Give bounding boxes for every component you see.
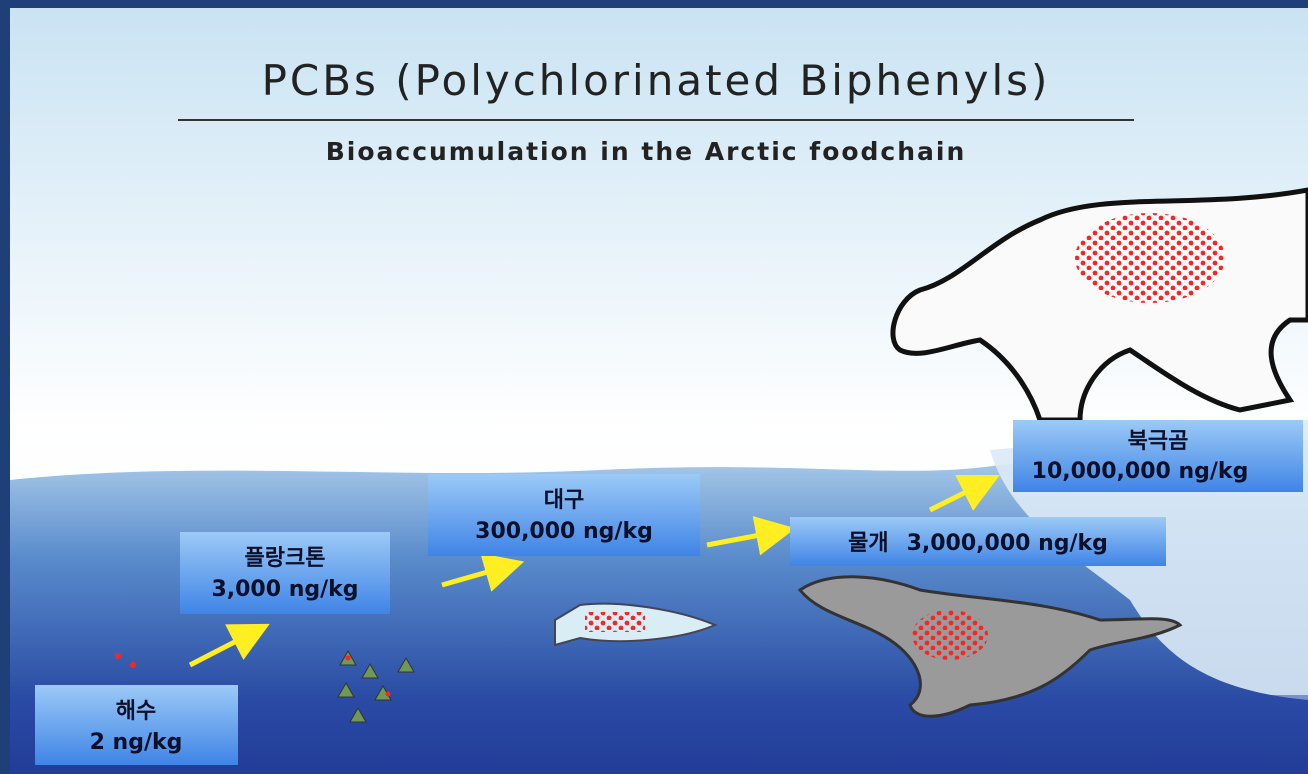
stage-amount: 2 ng/kg (90, 730, 183, 755)
bear-pcb-dots (1075, 213, 1225, 303)
cod-pcb-dots (585, 612, 645, 632)
stage-label: 플랑크톤 (245, 546, 326, 571)
stage-box (1013, 420, 1303, 492)
subtitle: Bioaccumulation in the Arctic foodchain (326, 137, 967, 166)
stage-amount: 300,000 ng/kg (475, 519, 653, 544)
stage-box (180, 532, 390, 614)
stage-amount: 3,000 ng/kg (211, 577, 358, 602)
stage-amount: 3,000,000 ng/kg (907, 531, 1108, 556)
stage-label: 북극곰 (1128, 429, 1189, 454)
stage-amount: 10,000,000 ng/kg (1032, 459, 1249, 484)
arrows (188, 475, 1000, 668)
title: PCBs (Polychlorinated Biphenyls) (262, 56, 1051, 105)
stage-label: 대구 (544, 488, 584, 513)
seal (797, 575, 1183, 718)
seal-pcb-dots (912, 610, 988, 660)
stage-box (35, 685, 238, 765)
stage-label: 해수 (116, 699, 156, 724)
stage-box (790, 517, 1166, 566)
pcb-particles (115, 653, 391, 697)
stage-box (428, 474, 700, 556)
stage-label: 물개 (848, 531, 888, 556)
stage-text: 물개 3,000,000 ng/kg (848, 531, 1108, 556)
